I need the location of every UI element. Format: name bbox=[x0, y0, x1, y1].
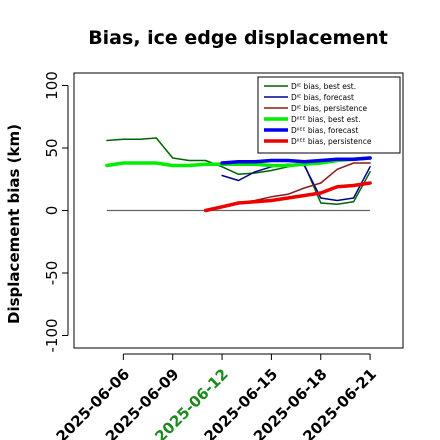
y-tick-label: 0 bbox=[43, 206, 61, 216]
y-tick-label: 50 bbox=[43, 138, 61, 157]
plot-frame bbox=[73, 72, 404, 349]
legend-label-6: Dᴵᴵᴱᴱ bias, persistence bbox=[291, 137, 372, 146]
series-line-5 bbox=[220, 156, 372, 165]
legend-label-4: Dᴵᴵᴱᴱ bias, best est. bbox=[291, 115, 360, 124]
y-tick-label: -100 bbox=[43, 318, 61, 352]
legend-label-1: Dᴵᴱ bias, best est. bbox=[291, 82, 356, 91]
chart-title: Bias, ice edge displacement bbox=[88, 27, 388, 49]
legend-label-5: Dᴵᴵᴱᴱ bias, forecast bbox=[291, 126, 358, 135]
legend: Dᴵᴱ bias, best est. Dᴵᴱ bias, forecast Dᴵᴱ… bbox=[257, 76, 401, 154]
series-line-1 bbox=[106, 137, 371, 206]
series-line-6 bbox=[203, 181, 372, 213]
legend-label-2: Dᴵᴱ bias, forecast bbox=[291, 93, 354, 102]
y-axis: -100 -50 0 50 100 bbox=[43, 71, 69, 353]
y-tick-label: 100 bbox=[43, 71, 61, 100]
series-line-4 bbox=[105, 156, 372, 168]
series-group bbox=[105, 137, 372, 213]
x-axis: 2025-06-062025-06-092025-06-122025-06-15… bbox=[53, 353, 380, 440]
y-tick-label: -50 bbox=[43, 261, 61, 286]
legend-label-3: Dᴵᴱ bias, persistence bbox=[291, 104, 367, 113]
y-axis-label: Displacement bias (km) bbox=[5, 124, 23, 324]
